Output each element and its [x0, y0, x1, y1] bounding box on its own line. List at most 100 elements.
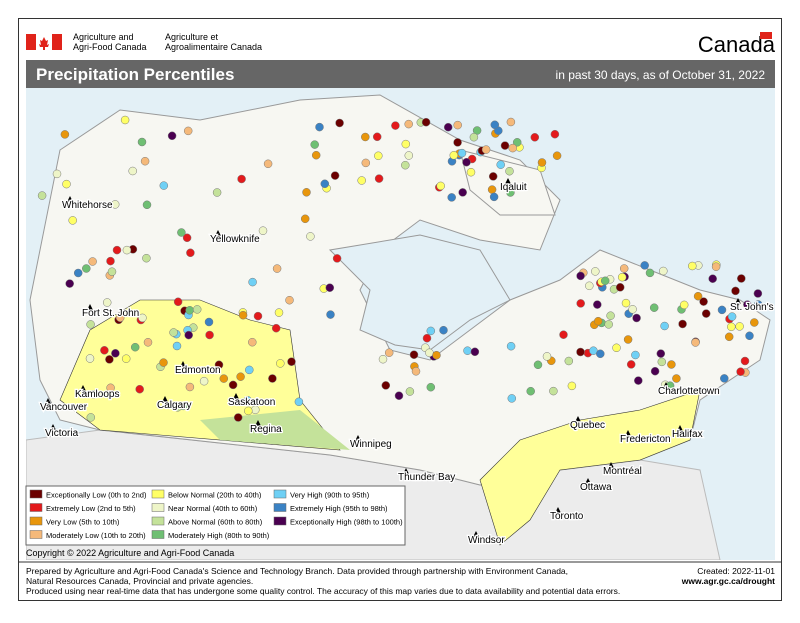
dept-en: Agri-Food Canada: [73, 42, 147, 52]
station-dot: [169, 328, 178, 337]
station-dot: [650, 366, 660, 376]
station-dot: [86, 413, 96, 422]
city-label: Edmonton: [175, 365, 221, 376]
city-marker: [162, 396, 168, 402]
legend-label: Moderately High (80th to 90th): [168, 531, 270, 540]
station-dot: [391, 121, 400, 130]
city-label: Vancouver: [40, 402, 88, 413]
station-dot: [121, 354, 131, 363]
city-marker: [585, 478, 591, 484]
station-dot: [506, 117, 516, 127]
station-dot: [619, 264, 629, 273]
city-marker: [50, 424, 56, 430]
legend-label: Very High (90th to 95th): [290, 491, 370, 500]
station-dot: [219, 374, 229, 383]
station-dot: [82, 264, 91, 273]
prairie-region: [59, 299, 341, 451]
station-dot: [245, 365, 254, 375]
city-label: Regina: [250, 424, 282, 435]
station-dot: [159, 181, 169, 190]
station-dot: [731, 286, 740, 296]
station-dot: [526, 386, 535, 396]
station-dot: [326, 310, 335, 319]
station-dot: [439, 325, 448, 335]
city-label: Whitehorse: [62, 200, 113, 211]
station-dot: [604, 320, 613, 329]
station-dot: [52, 169, 62, 179]
city-label: Charlottetown: [658, 386, 720, 397]
station-dot: [330, 171, 340, 180]
station-dot: [37, 191, 47, 200]
station-dot: [567, 381, 577, 391]
station-dot: [576, 347, 585, 357]
station-dot: [184, 330, 193, 340]
legend-swatch: [29, 489, 43, 499]
legend-swatch: [151, 516, 165, 526]
station-dot: [294, 397, 304, 407]
station-dot: [634, 376, 643, 385]
city-marker: [67, 196, 73, 202]
url: www.agr.gc.ca/drought: [681, 576, 775, 586]
station-dot: [600, 276, 610, 286]
dept-fr: Agriculture et: [165, 32, 219, 42]
station-dot: [404, 151, 414, 160]
station-dot: [649, 303, 659, 312]
station-dot: [593, 300, 602, 309]
city-label: Ottawa: [580, 482, 612, 493]
legend-label: Extremely Low (2nd to 5th): [46, 504, 136, 513]
city-label: Calgary: [157, 400, 191, 411]
station-dot: [530, 133, 540, 142]
station-dot: [672, 374, 681, 383]
station-dot: [142, 253, 151, 263]
city-label: St. John's: [730, 302, 774, 313]
station-dot: [489, 192, 499, 202]
subtitle: in past 30 days, as of October 31, 2022: [556, 68, 766, 82]
station-dot: [508, 143, 517, 153]
station-dot: [112, 245, 122, 255]
station-dot: [361, 132, 370, 142]
station-dot: [496, 160, 505, 169]
station-dot: [699, 297, 708, 306]
station-dot: [159, 358, 168, 367]
station-dot: [678, 319, 687, 329]
station-dot: [542, 352, 552, 361]
station-dot: [425, 348, 434, 358]
station-dot: [60, 130, 70, 139]
station-dot: [617, 272, 627, 282]
station-dot: [564, 356, 574, 366]
station-dot: [65, 279, 74, 288]
city-marker: [663, 382, 669, 388]
station-dot: [106, 256, 115, 266]
station-dot: [632, 313, 641, 323]
station-dot: [462, 157, 471, 167]
station-dot: [384, 348, 394, 357]
station-dot: [470, 347, 480, 357]
city-marker: [45, 398, 51, 404]
station-dot: [233, 413, 243, 422]
city-label: Thunder Bay: [398, 472, 455, 483]
station-dot: [73, 268, 83, 278]
station-dot: [585, 281, 594, 291]
copyright: Copyright © 2022 Agriculture and Agri-Fo…: [26, 548, 234, 558]
station-dot: [409, 350, 419, 359]
station-dot: [120, 115, 130, 125]
station-dot: [507, 394, 517, 403]
station-dot: [401, 160, 410, 170]
city-marker: [215, 230, 221, 236]
station-dot: [274, 308, 284, 317]
legend-label: Exceptionally Low (0th to 2nd): [46, 491, 147, 500]
station-dot: [404, 119, 413, 129]
station-dot: [100, 346, 109, 355]
station-dot: [276, 359, 285, 368]
station-dot: [394, 391, 404, 400]
station-dot: [182, 233, 192, 243]
station-dot: [727, 322, 736, 332]
frame: [18, 18, 782, 601]
station-dot: [135, 384, 144, 394]
station-dot: [679, 300, 689, 310]
legend-label: Near Normal (40th to 60th): [168, 504, 258, 513]
legend-swatch: [273, 503, 287, 512]
station-dot: [167, 131, 177, 141]
wordmark-flag: [760, 32, 772, 39]
city-marker: [403, 468, 409, 474]
